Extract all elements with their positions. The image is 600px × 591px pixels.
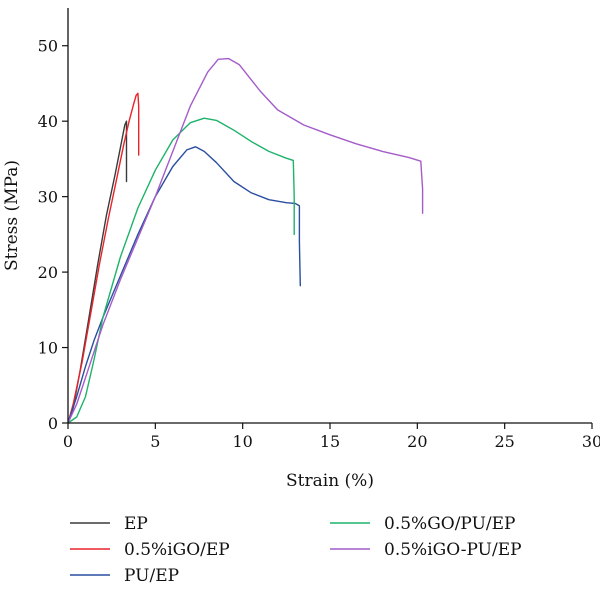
y-tick-label: 20 bbox=[38, 263, 58, 282]
x-tick-label: 20 bbox=[407, 432, 427, 451]
y-axis-title: Stress (MPa) bbox=[2, 160, 22, 271]
legend-label-1: 0.5%iGO/EP bbox=[124, 540, 230, 560]
y-tick-label: 50 bbox=[38, 37, 58, 56]
x-tick-label: 15 bbox=[320, 432, 340, 451]
y-tick-label: 40 bbox=[38, 112, 58, 131]
series-line-4 bbox=[67, 57, 424, 424]
legend-label-0: EP bbox=[124, 514, 148, 534]
x-tick-label: 0 bbox=[63, 432, 73, 451]
x-tick-label: 5 bbox=[150, 432, 160, 451]
x-axis-title: Strain (%) bbox=[286, 471, 374, 491]
y-tick-label: 30 bbox=[38, 188, 58, 207]
axes: 0 5 10 15 20 25 30 0 10 20 30 40 50 bbox=[38, 8, 600, 451]
legend: EP 0.5%iGO/EP PU/EP 0.5%GO/PU/EP 0.5%iGO-PU/… bbox=[70, 514, 522, 586]
series-line-2 bbox=[67, 146, 301, 424]
x-tick-label: 25 bbox=[494, 432, 514, 451]
series-line-0 bbox=[67, 120, 128, 424]
series-line-3 bbox=[67, 117, 295, 424]
legend-label-4: 0.5%iGO-PU/EP bbox=[384, 540, 522, 560]
legend-label-2: PU/EP bbox=[124, 566, 179, 586]
legend-label-3: 0.5%GO/PU/EP bbox=[384, 514, 515, 534]
x-tick-label: 30 bbox=[582, 432, 600, 451]
x-ticks: 0 5 10 15 20 25 30 bbox=[63, 423, 600, 451]
x-tick-label: 10 bbox=[232, 432, 252, 451]
series-line-1 bbox=[67, 92, 140, 424]
y-tick-label: 10 bbox=[38, 339, 58, 358]
y-tick-label: 0 bbox=[48, 414, 58, 433]
y-ticks: 0 10 20 30 40 50 bbox=[38, 37, 68, 433]
plot-lines bbox=[67, 57, 424, 424]
